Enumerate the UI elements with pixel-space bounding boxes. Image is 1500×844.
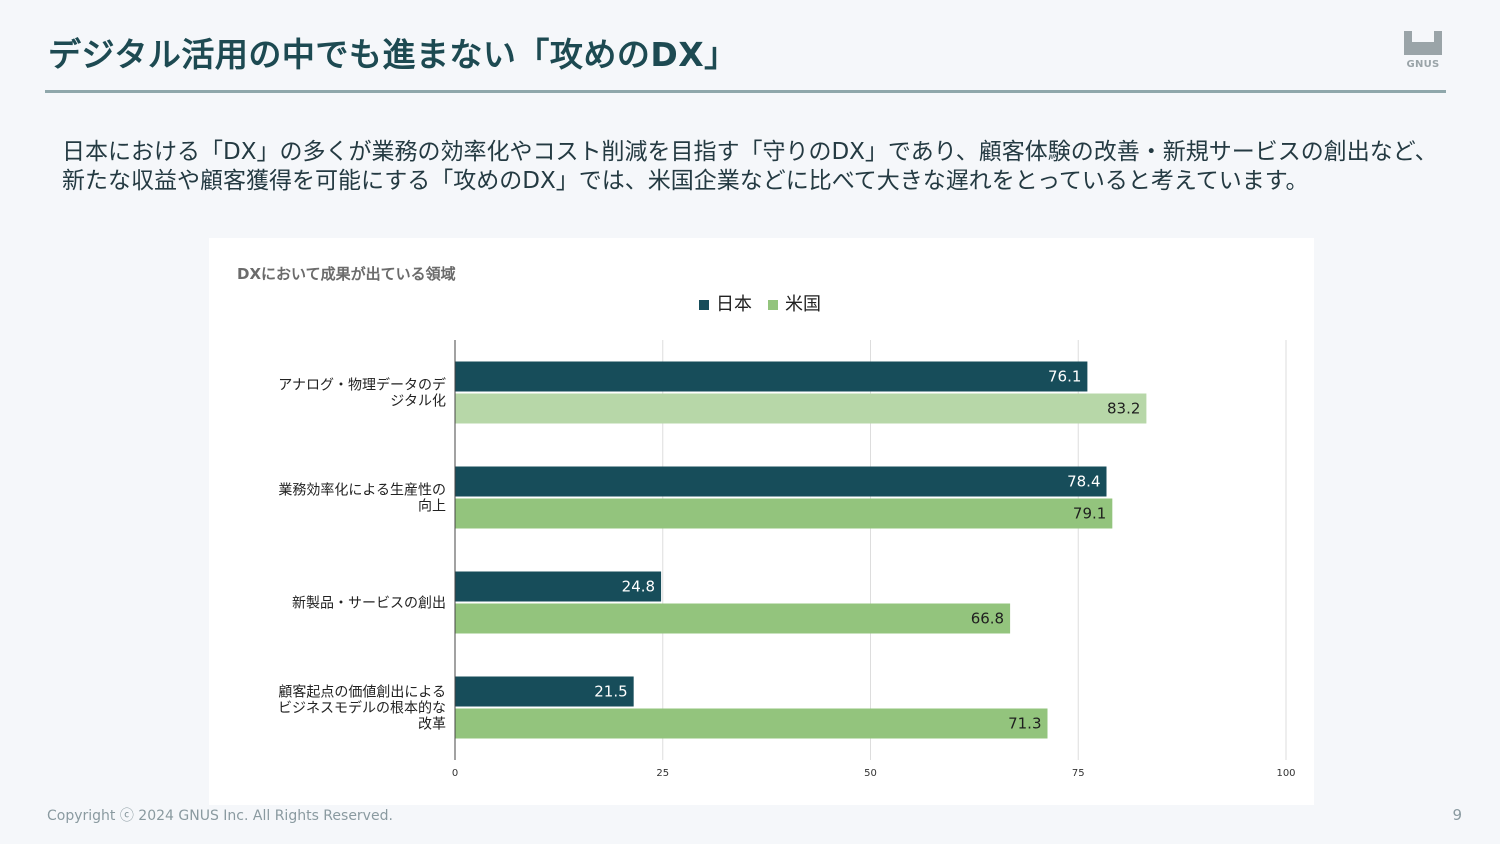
data-label: 21.5 xyxy=(594,683,627,701)
bar xyxy=(455,676,634,707)
copyright-text: Copyright ⓒ 2024 GNUS Inc. All Rights Re… xyxy=(47,808,393,824)
bar xyxy=(455,466,1107,497)
gnus-logo: GNUS xyxy=(1403,30,1443,72)
x-tick-label: 100 xyxy=(1276,768,1295,779)
bar xyxy=(455,571,662,602)
legend-label: 米国 xyxy=(785,294,821,315)
bar-chart: DXにおいて成果が出ている領域 0 25 50 75 100 76.1 83.2 アナログ・物… xyxy=(237,265,1296,779)
logo-mark-icon xyxy=(1404,31,1442,55)
data-label: 76.1 xyxy=(1048,368,1081,386)
x-tick-label: 25 xyxy=(656,768,669,779)
page-title: デジタル活用の中でも進まない「攻めのDX」 xyxy=(48,35,738,74)
data-label: 71.3 xyxy=(1008,715,1041,733)
category-label: 業務効率化による生産性の xyxy=(278,482,446,499)
legend-swatch xyxy=(768,300,778,310)
data-label: 24.8 xyxy=(622,578,655,596)
legend-label: 日本 xyxy=(716,294,752,315)
bar xyxy=(455,603,1011,634)
chart-title: DXにおいて成果が出ている領域 xyxy=(237,265,456,283)
chart-card: DXにおいて成果が出ている領域 0 25 50 75 100 76.1 83.2 アナログ・物… xyxy=(209,238,1314,805)
category-label: ジタル化 xyxy=(390,394,446,410)
category-label: 向上 xyxy=(418,499,446,515)
bar xyxy=(455,708,1048,739)
category-label: 顧客起点の価値創出による xyxy=(278,684,446,701)
x-tick-label: 75 xyxy=(1072,768,1085,779)
x-tick-label: 0 xyxy=(452,768,458,779)
data-label: 78.4 xyxy=(1067,473,1100,491)
lead-paragraph: 日本における「DX」の多くが業務の効率化やコスト削減を目指す「守りのDX」であり… xyxy=(62,139,1438,194)
category-label: ビジネスモデルの根本的な xyxy=(278,700,446,717)
category-label: 改革 xyxy=(418,717,446,733)
category-label: 新製品・サービスの創出 xyxy=(292,596,446,612)
page-number: 9 xyxy=(1452,806,1462,824)
bar xyxy=(455,361,1088,392)
legend-swatch xyxy=(699,300,709,310)
data-label: 79.1 xyxy=(1073,505,1106,523)
bar xyxy=(455,498,1113,529)
title-divider xyxy=(45,90,1446,93)
data-label: 83.2 xyxy=(1107,400,1140,418)
bar xyxy=(455,393,1147,424)
x-tick-label: 50 xyxy=(864,768,877,779)
category-label: アナログ・物理データのデ xyxy=(278,377,446,394)
logo-text: GNUS xyxy=(1406,59,1440,70)
data-label: 66.8 xyxy=(971,610,1004,628)
